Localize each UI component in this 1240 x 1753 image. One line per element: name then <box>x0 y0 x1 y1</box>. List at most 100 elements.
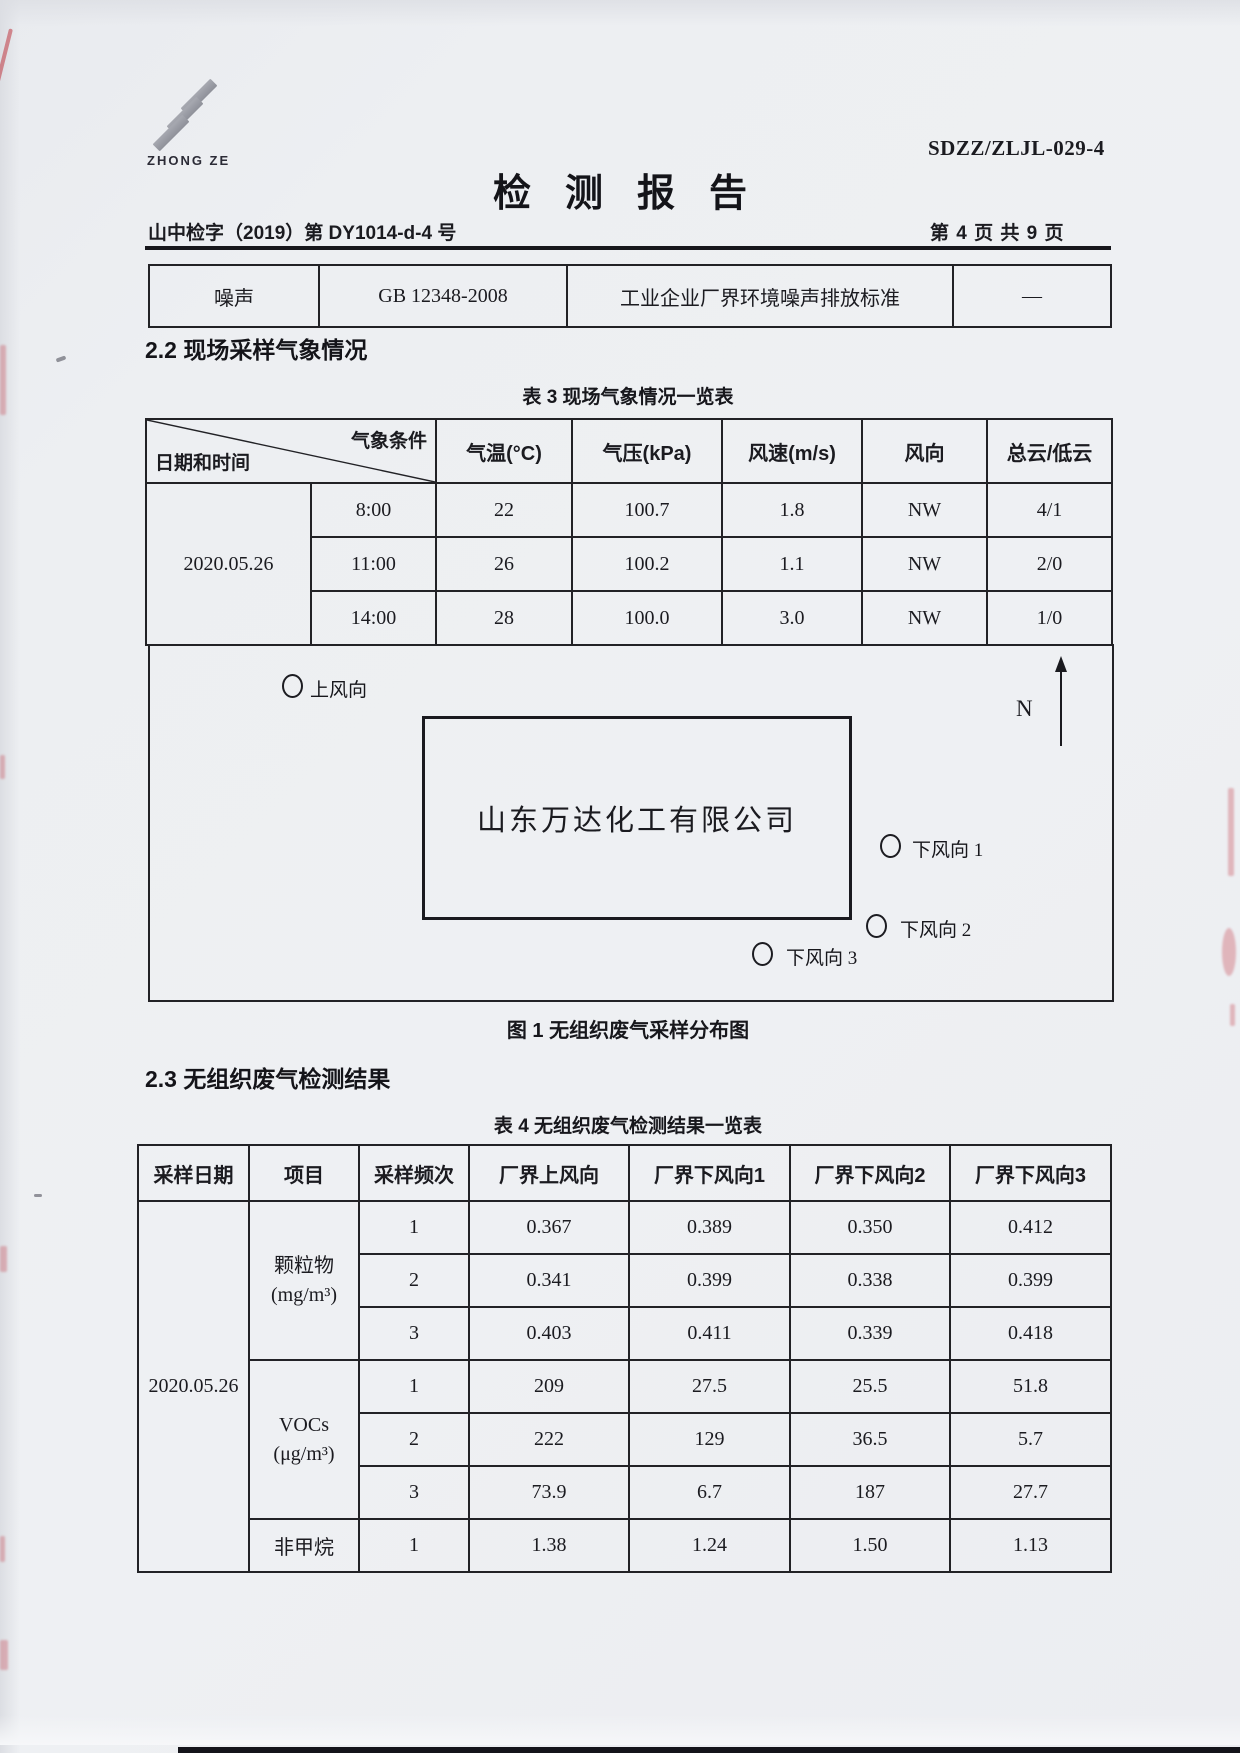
cell-downwind1: 129 <box>628 1412 791 1467</box>
col-header-upwind: 厂界上风向 <box>468 1144 630 1202</box>
cell-windspeed: 3.0 <box>721 590 863 646</box>
cell-downwind1: 0.399 <box>628 1253 791 1308</box>
cell-frequency: 1 <box>358 1359 470 1414</box>
cell-winddir: NW <box>861 536 988 592</box>
col-header-windspeed: 风速(m/s) <box>721 418 863 484</box>
weather-table: 气象条件 日期和时间 气温(°C) 气压(kPa) 风速(m/s) 风向 总云/… <box>145 418 1113 646</box>
table-row: 14:00 28 100.0 3.0 NW 1/0 <box>146 590 1113 646</box>
cell-winddir: NW <box>861 590 988 646</box>
t4-item-nonmethane: 非甲烷 <box>248 1518 360 1573</box>
upwind-point-icon <box>282 674 303 698</box>
cell-frequency: 1 <box>358 1200 470 1255</box>
cell-cloud: 4/1 <box>986 482 1113 538</box>
cell-upwind: 73.9 <box>468 1465 630 1520</box>
col-header-downwind3: 厂界下风向3 <box>949 1144 1112 1202</box>
cell-pressure: 100.0 <box>571 590 723 646</box>
cell-standard-no: GB 12348-2008 <box>318 264 568 328</box>
cell-pressure: 100.7 <box>571 482 723 538</box>
report-number: 山中检字（2019）第 DY1014-d-4 号 <box>148 223 457 244</box>
table-row: 2 222 129 36.5 5.7 <box>138 1412 1112 1467</box>
downwind3-label: 下风向 3 <box>786 948 858 969</box>
scan-shading-top <box>0 0 1240 26</box>
downwind3-point-icon <box>752 942 773 966</box>
cell-frequency: 2 <box>358 1253 470 1308</box>
cell-frequency: 3 <box>358 1465 470 1520</box>
cell-downwind1: 27.5 <box>628 1359 791 1414</box>
table4-caption: 表 4 无组织废气检测结果一览表 <box>493 1116 763 1137</box>
col-header-sample-date: 采样日期 <box>137 1144 250 1202</box>
cell-downwind3: 0.399 <box>949 1253 1112 1308</box>
cell-cloud: 2/0 <box>986 536 1113 592</box>
north-arrow-icon <box>1055 656 1067 746</box>
cell-windspeed: 1.8 <box>721 482 863 538</box>
cell-downwind1: 6.7 <box>628 1465 791 1520</box>
cell-downwind3: 0.412 <box>949 1200 1112 1255</box>
scan-mark <box>0 345 6 415</box>
noise-standard-table: 噪声 GB 12348-2008 工业企业厂界环境噪声排放标准 — <box>148 264 1112 328</box>
downwind2-point-icon <box>866 914 887 938</box>
cell-frequency: 2 <box>358 1412 470 1467</box>
cell-time: 14:00 <box>310 590 437 646</box>
sampling-layout-figure: 上风向 山东万达化工有限公司 N 下风向 1 下风向 2 下风向 3 <box>148 644 1114 1002</box>
table-row: VOCs (μg/m³) 1 209 27.5 25.5 51.8 <box>138 1359 1112 1520</box>
t4-sample-date: 2020.05.26 <box>137 1200 250 1573</box>
diagonal-header-cell: 气象条件 日期和时间 <box>145 418 437 484</box>
scan-mark <box>0 1246 7 1272</box>
scan-mark <box>0 1640 8 1670</box>
scan-mark <box>0 1536 5 1562</box>
table-row: 11:00 26 100.2 1.1 NW 2/0 <box>146 536 1113 592</box>
cell-downwind3: 0.418 <box>949 1306 1112 1361</box>
cell-downwind2: 187 <box>789 1465 951 1520</box>
item-name: 颗粒物 <box>274 1254 334 1277</box>
cell-temp: 28 <box>435 590 573 646</box>
scan-mark <box>1230 1004 1235 1026</box>
cell-downwind1: 0.411 <box>628 1306 791 1361</box>
company-logo-icon <box>150 78 228 152</box>
cell-frequency: 3 <box>358 1306 470 1361</box>
cell-pressure: 100.2 <box>571 536 723 592</box>
cell-standard-name: 工业企业厂界环境噪声排放标准 <box>566 264 954 328</box>
cell-downwind3: 1.13 <box>949 1518 1112 1573</box>
table-row: 2020.05.26 8:00 22 100.7 1.8 NW 4/1 <box>145 482 1113 646</box>
table-row: 2020.05.26 颗粒物 (mg/m³) 1 0.367 0.389 0.3… <box>137 1200 1112 1573</box>
table-row: 3 73.9 6.7 187 27.7 <box>138 1465 1112 1520</box>
downwind1-point-icon <box>880 834 901 858</box>
cell-temp: 26 <box>435 536 573 592</box>
cell-upwind: 0.403 <box>468 1306 630 1361</box>
table3-caption: 表 3 现场气象情况一览表 <box>522 387 734 408</box>
cell-downwind1: 1.24 <box>628 1518 791 1573</box>
page-number: 第 4 页 共 9 页 <box>930 223 1065 244</box>
cell-cloud: 1/0 <box>986 590 1113 646</box>
col-header-winddir: 风向 <box>861 418 988 484</box>
scan-mark <box>1222 928 1236 976</box>
cell-time: 8:00 <box>310 482 437 538</box>
cell-noise-item: 噪声 <box>148 264 320 328</box>
scan-mark <box>1228 788 1234 876</box>
cell-windspeed: 1.1 <box>721 536 863 592</box>
cell-downwind2: 36.5 <box>789 1412 951 1467</box>
corner-label-weather: 气象条件 <box>350 431 427 452</box>
table-row: 2 0.341 0.399 0.338 0.399 <box>138 1253 1112 1308</box>
cell-temp: 22 <box>435 482 573 538</box>
cell-limit: — <box>952 264 1112 328</box>
cell-downwind1: 0.389 <box>628 1200 791 1255</box>
cell-downwind3: 51.8 <box>949 1359 1112 1414</box>
cell-upwind: 0.367 <box>468 1200 630 1255</box>
cell-upwind: 0.341 <box>468 1253 630 1308</box>
scan-mark <box>55 355 67 363</box>
diagonal-line <box>147 420 435 482</box>
cell-downwind2: 0.339 <box>789 1306 951 1361</box>
cell-downwind3: 5.7 <box>949 1412 1112 1467</box>
item-unit: (mg/m³) <box>271 1283 337 1306</box>
scan-shading-bottom <box>0 1715 1240 1745</box>
scan-edge-bar <box>178 1747 1240 1753</box>
item-unit: (μg/m³) <box>273 1442 335 1465</box>
col-header-item: 项目 <box>248 1144 360 1202</box>
section-heading-2-3: 2.3 无组织废气检测结果 <box>145 1066 391 1092</box>
cell-downwind2: 0.338 <box>789 1253 951 1308</box>
col-header-temp: 气温(°C) <box>435 418 573 484</box>
item-name: VOCs <box>278 1413 329 1436</box>
scan-mark <box>34 1194 42 1197</box>
cell-frequency: 1 <box>358 1518 470 1573</box>
